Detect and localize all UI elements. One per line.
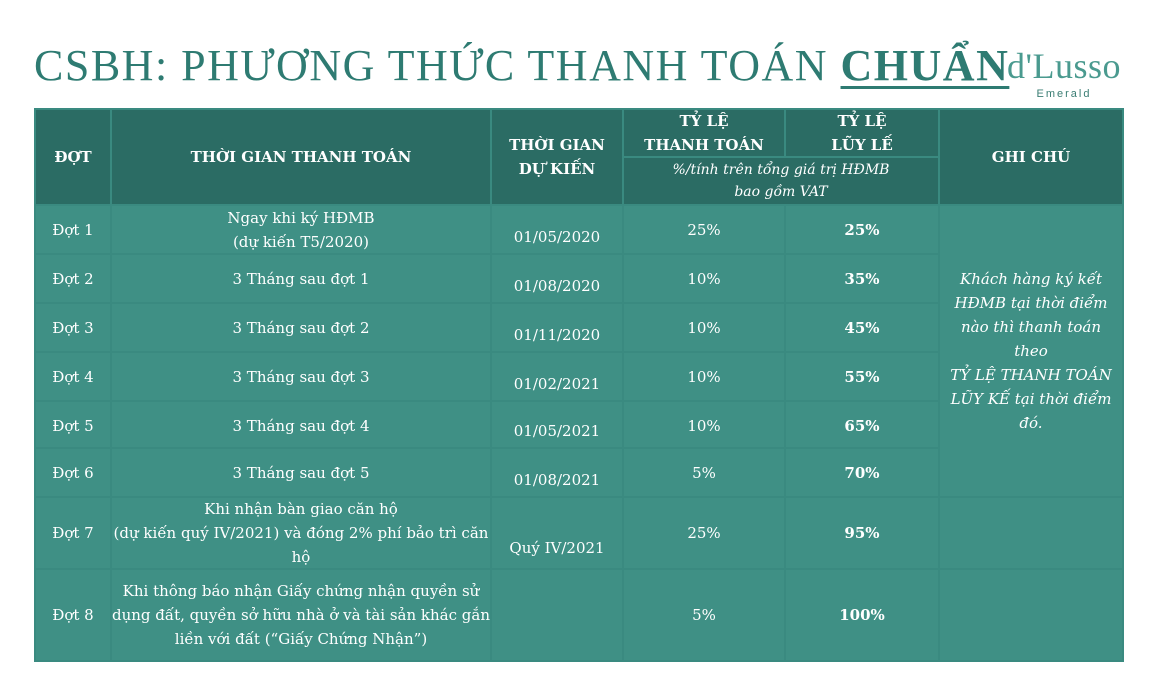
- cell-payment-time: 3 Tháng sau đợt 5: [112, 449, 490, 496]
- header-dot: ĐỢT: [36, 110, 110, 204]
- header-expected-time: THỜI GIAN DỰ KIẾN: [492, 110, 622, 204]
- title-prefix: CSBH: PHƯƠNG THỨC THANH TOÁN: [34, 41, 841, 90]
- brand-logo: d'Lusso Emerald: [1002, 46, 1126, 106]
- header-cumulative-rate: TỶ LỆ LŨY LẾ: [786, 110, 938, 156]
- cell-dot: Đợt 1: [36, 206, 110, 253]
- logo-brand: d'Lusso: [1007, 46, 1121, 86]
- cell-cumulative-rate: 25%: [786, 206, 938, 253]
- header-percent-note: %/tính trên tổng giá trị HĐMB bao gồm VA…: [624, 158, 938, 204]
- cell-dot: Đợt 8: [36, 570, 110, 660]
- note-empty-cell: [940, 570, 1122, 660]
- cell-payment-time: Khi thông báo nhận Giấy chứng nhận quyền…: [112, 570, 490, 660]
- cell-expected-date: 01/02/2021: [492, 353, 622, 400]
- title-accent: CHUẨN: [840, 41, 1010, 90]
- header-rate-line1: TỶ LỆ: [679, 112, 729, 130]
- cell-payment-rate: 25%: [624, 206, 784, 253]
- cell-expected-date: [492, 570, 622, 660]
- payment-table: ĐỢT THỜI GIAN THANH TOÁN THỜI GIAN DỰ KI…: [34, 108, 1124, 662]
- cell-payment-rate: 10%: [624, 255, 784, 302]
- page-title: CSBH: PHƯƠNG THỨC THANH TOÁN CHUẨN: [34, 38, 1009, 94]
- cell-payment-time: 3 Tháng sau đợt 3: [112, 353, 490, 400]
- cell-cumulative-rate: 70%: [786, 449, 938, 496]
- cell-cumulative-rate: 35%: [786, 255, 938, 302]
- cell-expected-date: 01/08/2020: [492, 255, 622, 302]
- cell-payment-rate: 5%: [624, 449, 784, 496]
- cell-expected-date: 01/08/2021: [492, 449, 622, 496]
- cell-payment-rate: 10%: [624, 304, 784, 351]
- cell-payment-time: 3 Tháng sau đợt 4: [112, 402, 490, 447]
- header-percent-note-line1: %/tính trên tổng giá trị HĐMB: [672, 162, 890, 178]
- cell-payment-rate: 10%: [624, 402, 784, 447]
- cell-cumulative-rate: 65%: [786, 402, 938, 447]
- header-cum-line2: LŨY LẾ: [831, 136, 893, 154]
- header-percent-note-line2: bao gồm VAT: [734, 184, 828, 200]
- header-rate-line2: THANH TOÁN: [644, 136, 764, 154]
- header-payment-rate: TỶ LỆ THANH TOÁN: [624, 110, 784, 156]
- cell-dot: Đợt 6: [36, 449, 110, 496]
- cell-expected-date: 01/11/2020: [492, 304, 622, 351]
- cell-dot: Đợt 7: [36, 498, 110, 568]
- cell-dot: Đợt 3: [36, 304, 110, 351]
- logo-sub: Emerald: [1036, 88, 1092, 100]
- cell-cumulative-rate: 55%: [786, 353, 938, 400]
- cell-dot: Đợt 5: [36, 402, 110, 447]
- header-expected-line1: THỜI GIAN: [509, 136, 605, 154]
- cell-dot: Đợt 2: [36, 255, 110, 302]
- header-expected-line2: DỰ KIẾN: [518, 160, 596, 178]
- header-note: GHI CHÚ: [940, 110, 1122, 204]
- cell-payment-rate: 25%: [624, 498, 784, 568]
- cell-dot: Đợt 4: [36, 353, 110, 400]
- cell-expected-date: Quý IV/2021: [492, 498, 622, 568]
- cell-expected-date: 01/05/2021: [492, 402, 622, 447]
- cell-payment-time: 3 Tháng sau đợt 2: [112, 304, 490, 351]
- cell-cumulative-rate: 100%: [786, 570, 938, 660]
- cell-cumulative-rate: 95%: [786, 498, 938, 568]
- cell-payment-rate: 5%: [624, 570, 784, 660]
- header-payment-time: THỜI GIAN THANH TOÁN: [112, 110, 490, 204]
- cell-payment-rate: 10%: [624, 353, 784, 400]
- cell-payment-time: Khi nhận bàn giao căn hộ (dự kiến quý IV…: [112, 498, 490, 568]
- cell-payment-time: 3 Tháng sau đợt 1: [112, 255, 490, 302]
- cell-cumulative-rate: 45%: [786, 304, 938, 351]
- note-empty-cell: [940, 498, 1122, 568]
- header-cum-line1: TỶ LỆ: [837, 112, 887, 130]
- cell-payment-time: Ngay khi ký HĐMB (dự kiến T5/2020): [112, 206, 490, 253]
- note-text: Khách hàng ký kết HĐMB tại thời điểm nào…: [940, 206, 1122, 496]
- cell-expected-date: 01/05/2020: [492, 206, 622, 253]
